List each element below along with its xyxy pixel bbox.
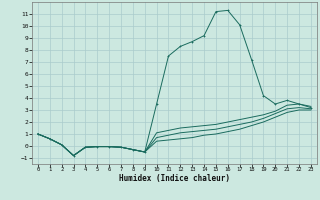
X-axis label: Humidex (Indice chaleur): Humidex (Indice chaleur)	[119, 174, 230, 183]
